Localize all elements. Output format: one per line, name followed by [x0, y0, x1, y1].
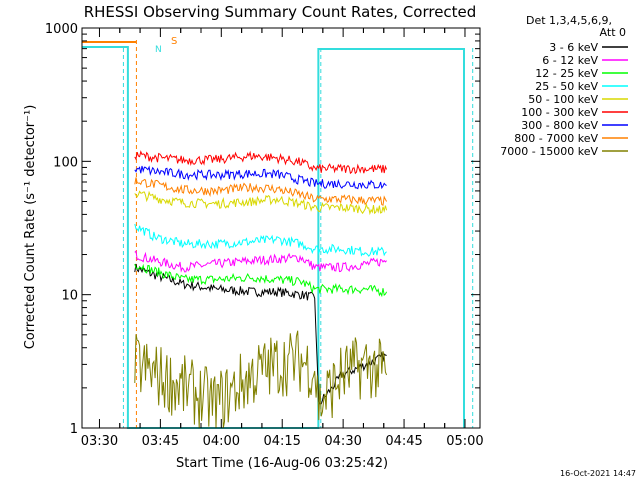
annotation-s: S	[171, 36, 177, 47]
series-line-3	[134, 223, 387, 257]
series-line-1	[134, 250, 387, 273]
legend-label-5: 100 - 300 keV	[521, 106, 598, 119]
x-tick-label: 03:30	[81, 434, 118, 449]
plot-frame	[81, 27, 481, 429]
series-line-5	[134, 150, 388, 175]
footer-timestamp: 16-Oct-2021 14:47	[560, 469, 636, 478]
series-line-7	[134, 177, 388, 206]
x-tick-label: 04:15	[263, 434, 300, 449]
legend-header-line-2: Att 0	[600, 26, 626, 39]
y-tick-label: 100	[53, 155, 78, 170]
legend-label-2: 12 - 25 keV	[535, 67, 598, 80]
y-axis-label: Corrected Count Rate (s⁻¹ detector⁻¹)	[23, 105, 38, 350]
y-tick-label: 10	[61, 289, 78, 304]
annotation-n: N	[155, 45, 162, 55]
series-line-2	[134, 263, 388, 298]
legend-label-0: 3 - 6 keV	[549, 41, 598, 54]
legend-label-7: 800 - 7000 keV	[514, 132, 598, 145]
legend-header-line-1: Det 1,3,4,5,6,9,	[526, 14, 612, 27]
series-line-6	[134, 165, 387, 190]
legend-label-1: 6 - 12 keV	[542, 54, 598, 67]
x-tick-label: 04:30	[324, 434, 361, 449]
chart-title: RHESSI Observing Summary Count Rates, Co…	[84, 3, 477, 21]
x-tick-label: 04:45	[385, 434, 422, 449]
legend-label-3: 25 - 50 keV	[535, 80, 598, 93]
legend-label-6: 300 - 800 keV	[521, 119, 598, 132]
x-axis-label: Start Time (16-Aug-06 03:25:42)	[176, 456, 388, 471]
series-line-8	[134, 330, 388, 429]
series-group	[134, 150, 388, 429]
axes: 1 10 100 1000 03:30 03:45 04:00 04:15 04:30 04:45…	[45, 22, 484, 449]
x-tick-label: 03:45	[142, 434, 179, 449]
series-line-4	[134, 190, 388, 216]
legend-label-8: 7000 - 15000 keV	[500, 145, 598, 158]
legend-label-4: 50 - 100 keV	[528, 93, 598, 106]
y-tick-label: 1	[70, 422, 78, 437]
y-tick-label: 1000	[45, 22, 78, 37]
x-tick-label: 04:00	[203, 434, 240, 449]
x-tick-label: 05:00	[446, 434, 483, 449]
